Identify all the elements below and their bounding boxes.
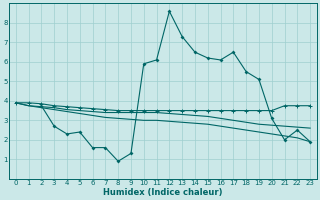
X-axis label: Humidex (Indice chaleur): Humidex (Indice chaleur): [103, 188, 223, 197]
